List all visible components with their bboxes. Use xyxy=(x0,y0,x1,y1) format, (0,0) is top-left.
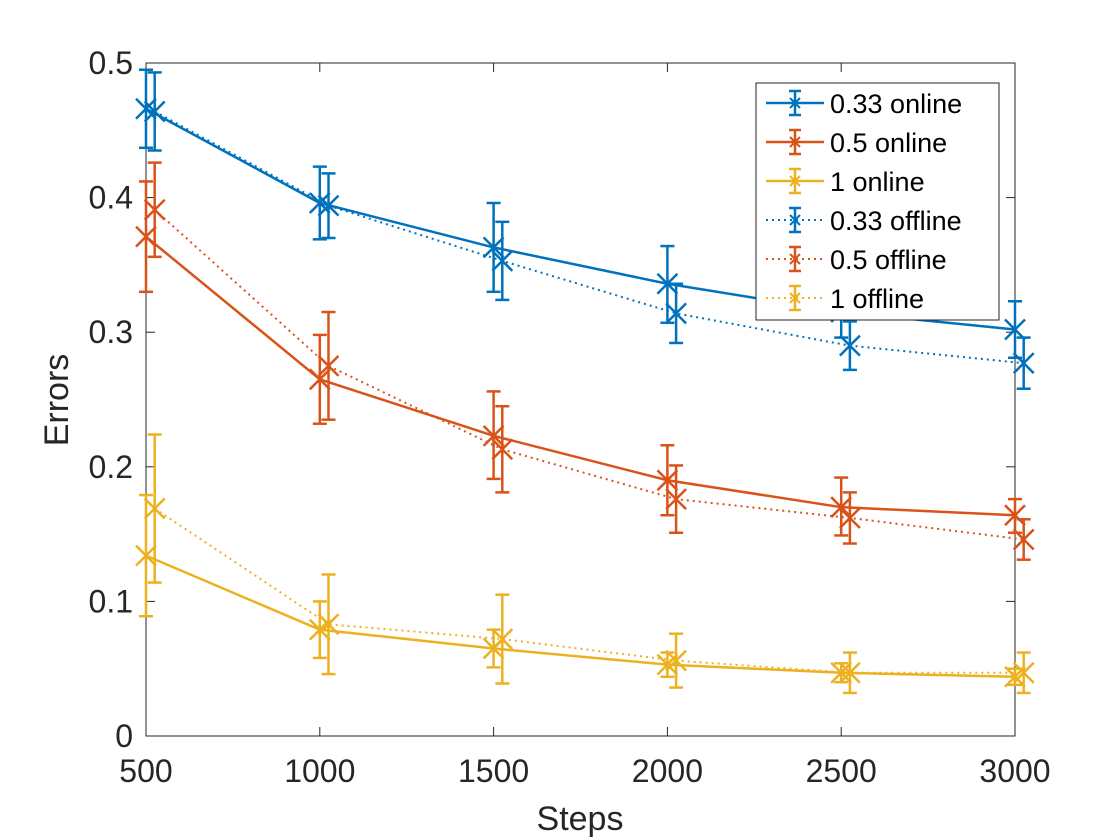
legend-item: 0.5 offline xyxy=(766,245,947,275)
data-point-marker xyxy=(143,100,166,123)
y-tick-label: 0.1 xyxy=(89,583,133,619)
data-point-marker xyxy=(491,628,514,650)
y-tick-label: 0.2 xyxy=(89,449,133,485)
axis-ticks xyxy=(145,62,1016,737)
data-point-marker xyxy=(830,661,853,684)
data-point-marker xyxy=(1012,528,1035,551)
y-tick-label: 0.4 xyxy=(89,180,133,216)
x-tick-label: 500 xyxy=(119,753,172,789)
data-point-marker xyxy=(317,613,340,636)
series-1-offline xyxy=(143,433,1035,695)
data-point-marker xyxy=(491,438,514,461)
series-layer xyxy=(135,68,1035,695)
y-tick-label: 0 xyxy=(115,718,133,754)
data-point-marker xyxy=(1012,661,1035,684)
series-line xyxy=(154,507,1024,674)
legend-item: 1 offline xyxy=(766,284,924,314)
legend-marker xyxy=(789,136,801,148)
data-point-marker xyxy=(1004,504,1026,527)
x-axis-label: Steps xyxy=(537,800,624,838)
data-point-marker xyxy=(830,496,853,519)
data-point-marker xyxy=(135,97,157,120)
x-tick-label: 2000 xyxy=(632,753,703,789)
series-line xyxy=(154,208,1024,541)
data-point-marker xyxy=(491,249,514,272)
legend-marker xyxy=(789,253,801,265)
data-point-marker xyxy=(317,354,340,377)
legend-marker xyxy=(789,175,801,187)
data-point-marker xyxy=(839,661,861,684)
data-point-marker xyxy=(135,225,157,248)
legend-label: 0.5 online xyxy=(830,128,947,158)
series-line xyxy=(145,554,1016,679)
legend-box xyxy=(755,82,1000,321)
legend-marker xyxy=(789,97,801,109)
data-point-marker xyxy=(839,334,861,357)
data-point-marker xyxy=(143,198,166,221)
series-line xyxy=(145,235,1016,517)
y-tick-label: 0.5 xyxy=(89,45,133,81)
y-tick-label: 0.3 xyxy=(89,314,133,350)
y-axis-label: Errors xyxy=(38,354,76,447)
data-point-marker xyxy=(656,469,679,492)
legend-item: 0.33 offline xyxy=(766,206,962,236)
data-point-marker xyxy=(482,236,505,259)
legend-item: 0.33 online xyxy=(766,89,962,119)
legend-marker xyxy=(789,292,801,304)
data-point-marker xyxy=(665,649,687,672)
series-0-33-offline xyxy=(143,71,1035,390)
x-tick-label: 2500 xyxy=(806,753,877,789)
data-point-marker xyxy=(308,192,331,214)
legend-label: 0.5 offline xyxy=(830,245,947,275)
data-point-marker xyxy=(1004,318,1026,341)
tick-labels: 500 1000 1500 2000 2500 3000 0 0.1 0.2 0.3 0.4 0.5 xyxy=(89,45,1051,789)
legend-item: 1 online xyxy=(766,167,925,197)
data-point-marker xyxy=(317,194,340,217)
data-point-marker xyxy=(656,272,679,295)
legend-item: 0.5 online xyxy=(766,128,947,158)
x-tick-label: 3000 xyxy=(979,753,1050,789)
data-point-marker xyxy=(135,544,157,567)
legend-label: 1 online xyxy=(830,167,925,197)
data-point-marker xyxy=(143,497,166,520)
x-tick-label: 1000 xyxy=(284,753,355,789)
legend-marker xyxy=(789,214,801,226)
legend: 0.33 online 0.5 online 1 online 0.33 offlin… xyxy=(755,82,1000,321)
legend-label: 0.33 offline xyxy=(830,206,962,236)
legend-label: 0.33 online xyxy=(830,89,962,119)
data-point-marker xyxy=(839,507,861,529)
data-point-marker xyxy=(665,488,687,510)
data-point-marker xyxy=(665,302,687,325)
legend-label: 1 offline xyxy=(830,284,924,314)
x-tick-label: 1500 xyxy=(458,753,529,789)
data-point-marker xyxy=(308,368,331,391)
series-0-5-offline xyxy=(143,161,1035,561)
data-point-marker xyxy=(1012,352,1035,375)
